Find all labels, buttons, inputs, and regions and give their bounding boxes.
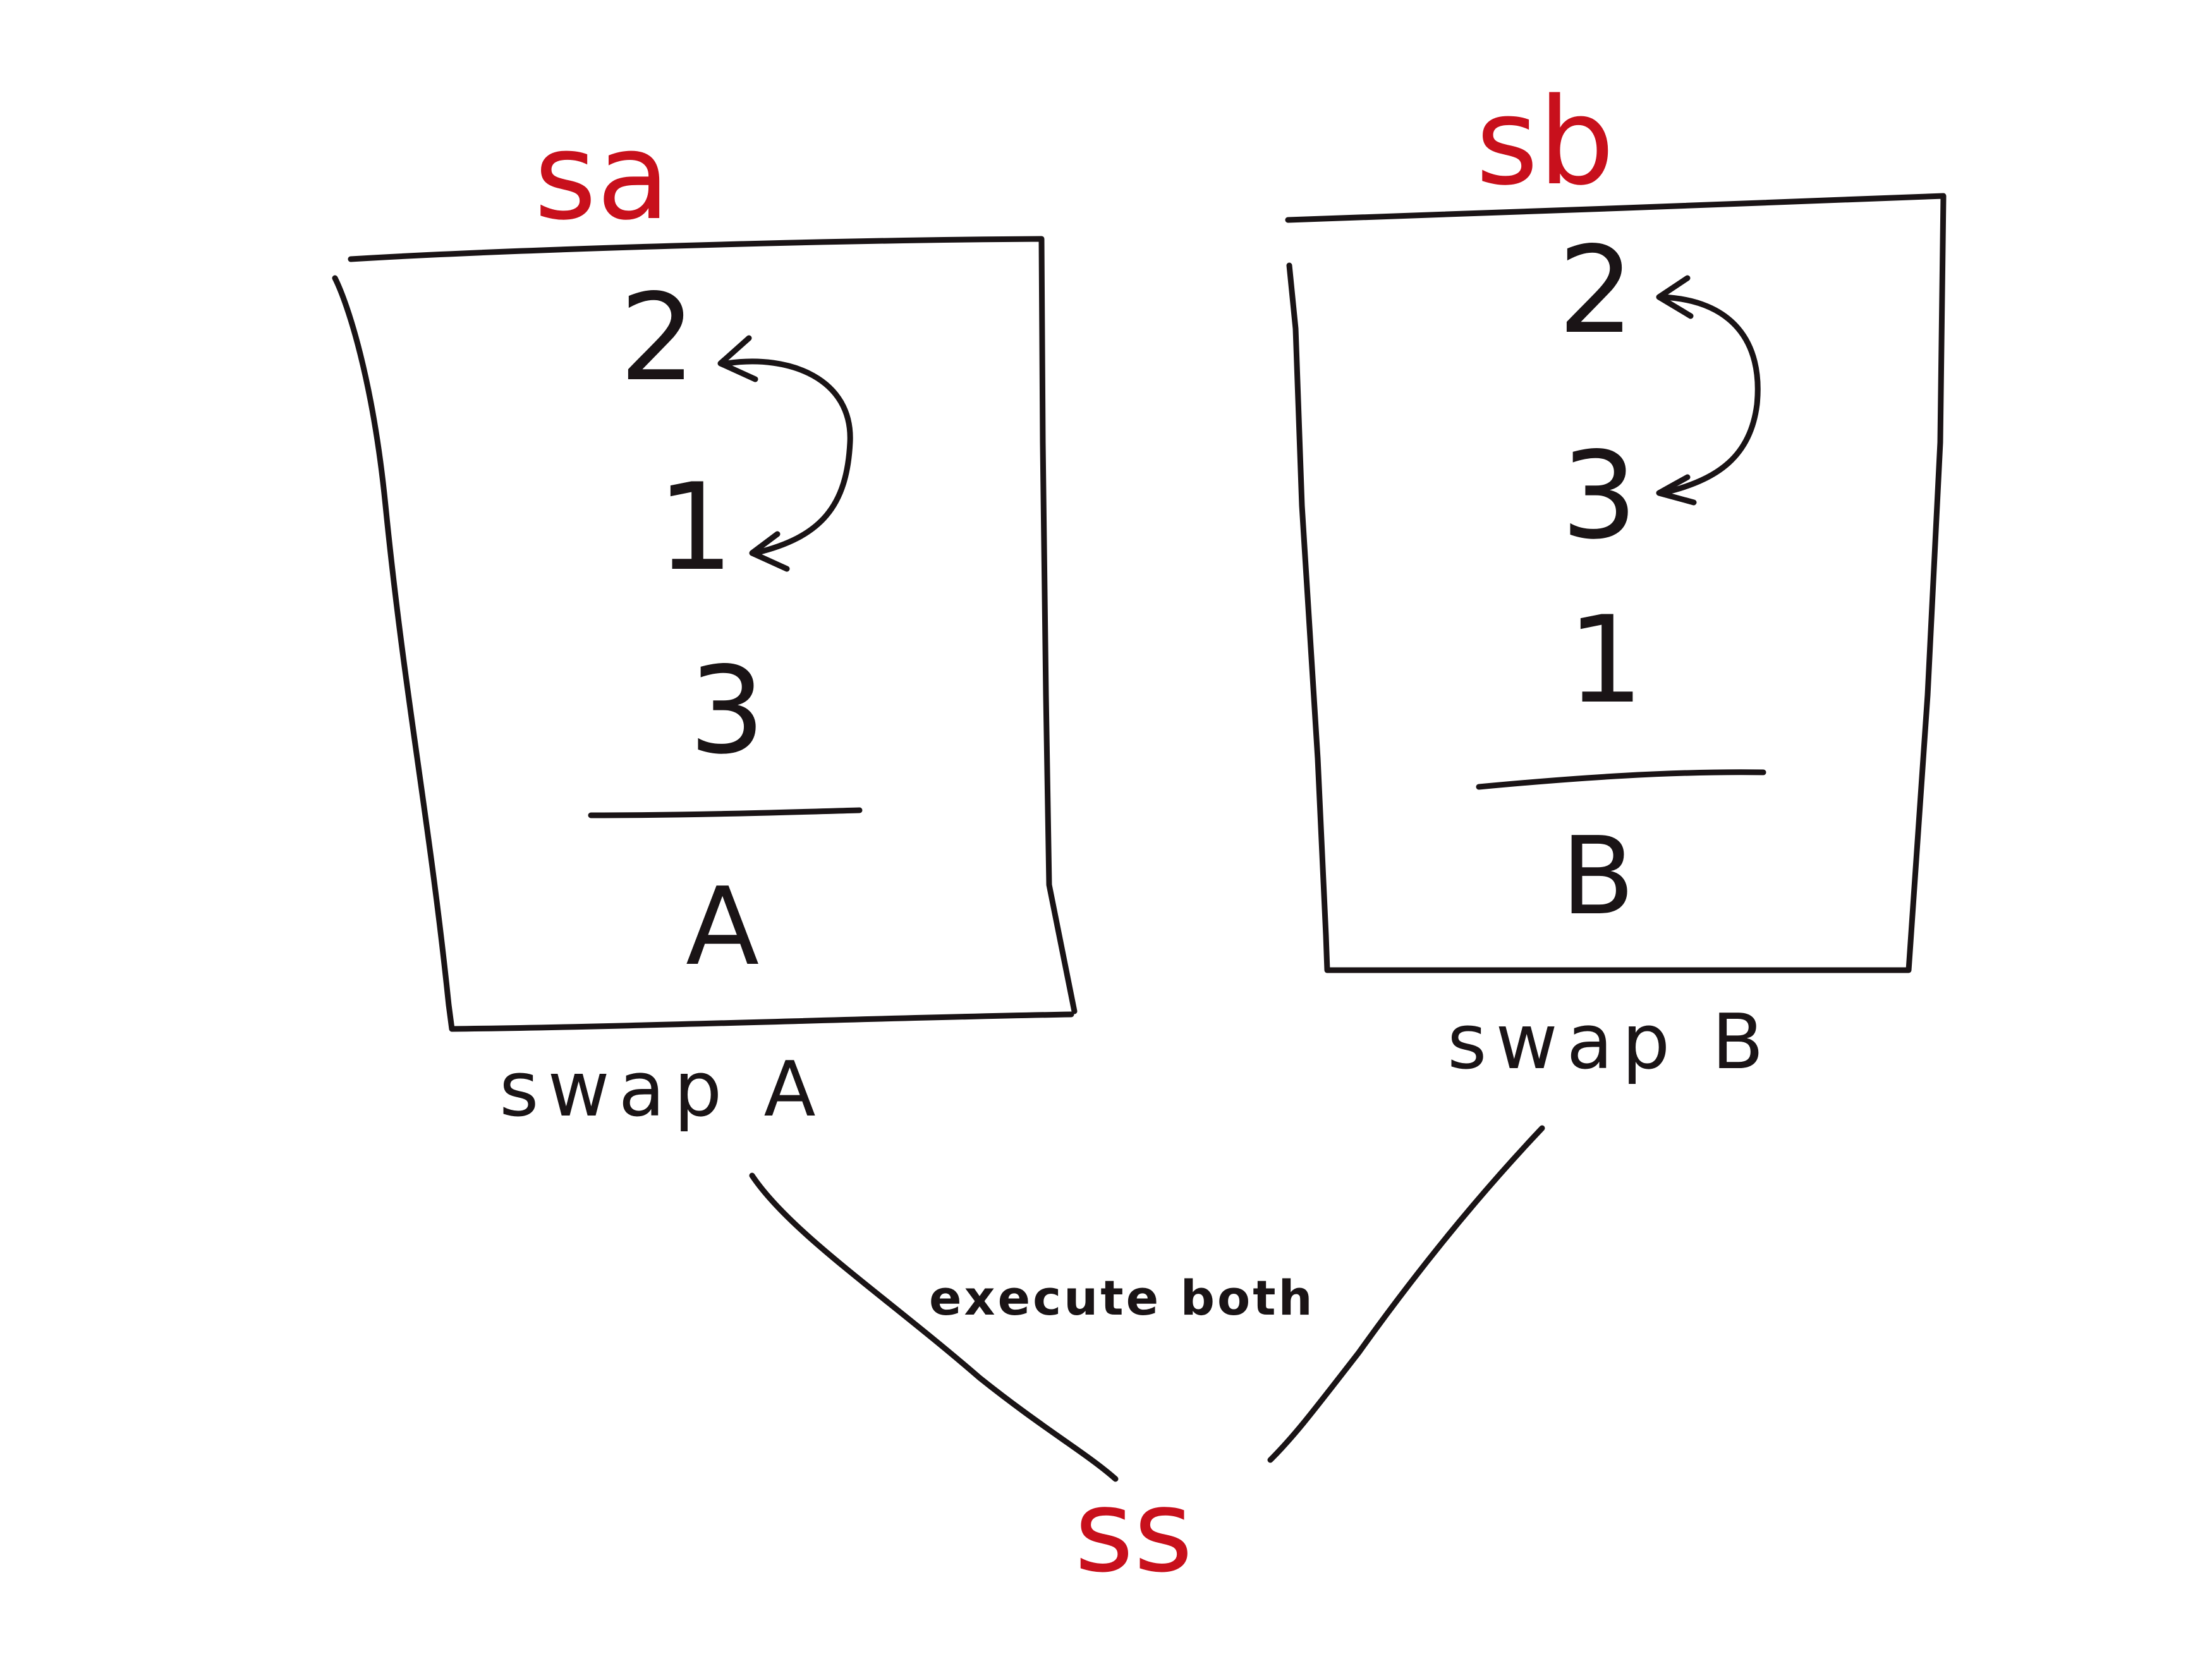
combined-group: execute both ss [749, 1125, 1545, 1598]
stack-b-arrowhead-top [1656, 275, 1694, 319]
stack-a-box [332, 236, 1078, 1032]
stack-b-arrowhead-bottom [1656, 474, 1697, 506]
stack-a-arrowhead-top [717, 335, 758, 382]
stack-a-third-value: 3 [689, 641, 765, 781]
stack-b-group: sb 2 3 1 B swap B [1285, 72, 1947, 1086]
sb-operation-label: sb [1476, 72, 1615, 212]
stack-a-divider [588, 807, 863, 818]
stack-b-third-value: 1 [1567, 590, 1644, 730]
connector-from-b [1267, 1125, 1545, 1463]
stack-a-group: sa 2 1 3 A swap A [332, 107, 1078, 1134]
stack-a-swap-arrow [724, 358, 853, 556]
stack-b-caption: swap B [1447, 999, 1773, 1086]
stack-b-divider [1476, 769, 1766, 790]
stack-a-second-value: 1 [657, 458, 734, 597]
stack-b-name: B [1561, 814, 1635, 939]
stack-a-caption: swap A [499, 1046, 825, 1134]
stack-a-arrowhead-bottom [749, 531, 790, 572]
stack-a-name: A [686, 865, 759, 990]
execute-both-note: execute both [929, 1270, 1315, 1326]
ss-operation-label: ss [1074, 1466, 1193, 1598]
stack-b-second-value: 3 [1561, 426, 1638, 566]
stack-b-top-value: 2 [1558, 221, 1634, 360]
connector-from-a [749, 1172, 1119, 1482]
stack-b-box [1285, 193, 1947, 973]
stack-b-swap-arrow [1659, 294, 1761, 496]
sa-operation-label: sa [534, 107, 670, 246]
stack-a-top-value: 2 [619, 268, 696, 408]
